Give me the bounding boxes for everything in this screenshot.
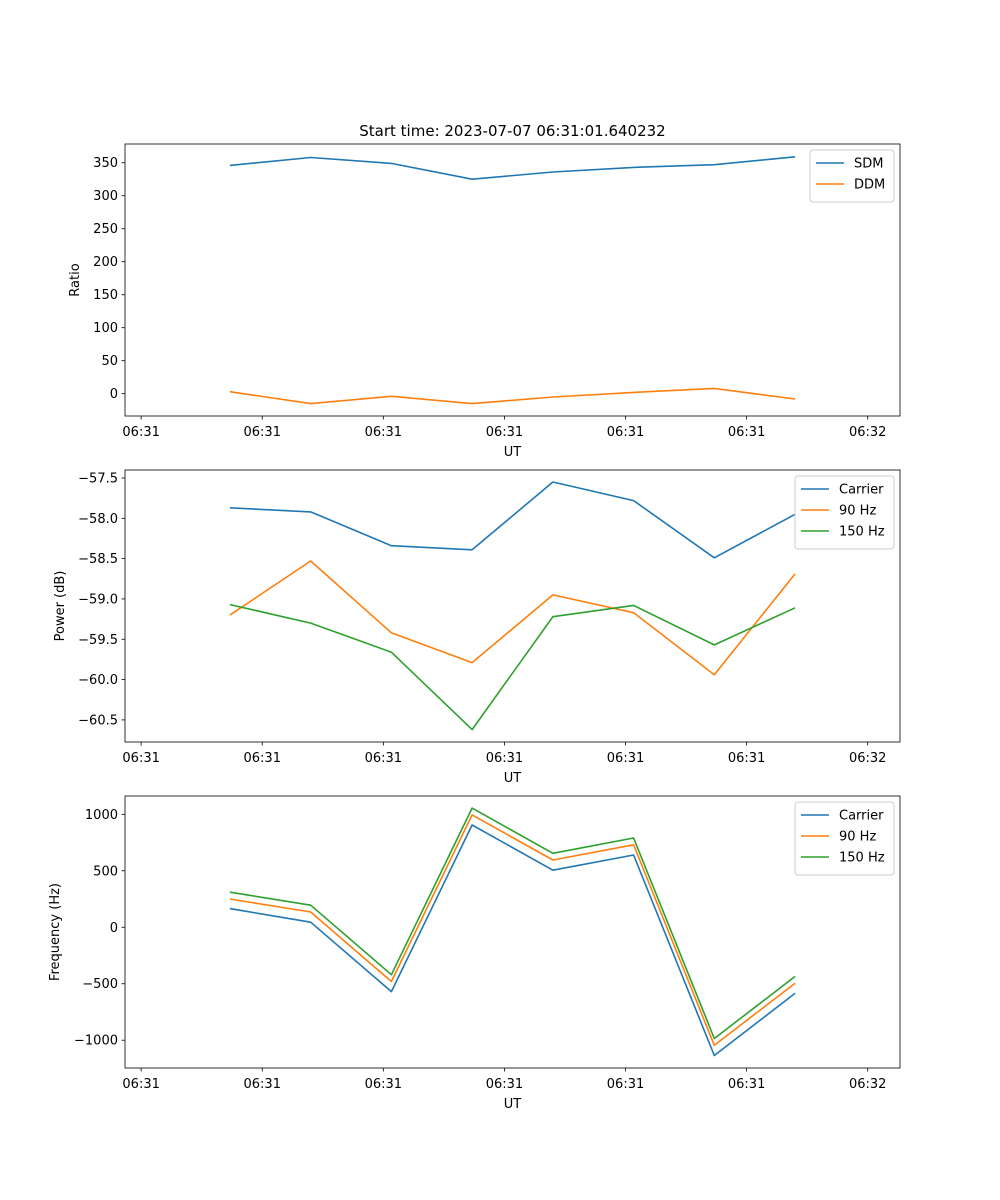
x-tick-label: 06:31 xyxy=(486,1077,523,1092)
x-axis-label: UT xyxy=(504,771,522,786)
legend-entry: Carrier xyxy=(839,483,884,498)
y-tick-label: 300 xyxy=(93,189,118,204)
y-tick-label: −58.5 xyxy=(78,552,118,567)
y-tick-label: 100 xyxy=(93,321,118,336)
y-axis-label: Ratio xyxy=(68,263,83,296)
panel-ratio: Start time: 2023-07-07 06:31:01.640232 U… xyxy=(68,122,901,460)
y-tick-label: −500 xyxy=(82,977,118,992)
y-tick-label: 350 xyxy=(93,156,118,171)
plot-area-frame xyxy=(124,143,901,417)
x-tick-label: 06:32 xyxy=(849,425,886,440)
y-tick-label: −1000 xyxy=(74,1034,118,1049)
y-tick-label: 250 xyxy=(93,222,118,237)
x-tick-label: 06:32 xyxy=(849,751,886,766)
y-tick-label: −60.0 xyxy=(78,673,118,688)
y-tick-label: 50 xyxy=(101,354,118,369)
panel-frequency: UT Frequency (Hz) 06:31 06:31 06:31 06:31 06… xyxy=(48,795,901,1112)
y-tick-label: −57.5 xyxy=(78,471,118,486)
x-tick-label: 06:31 xyxy=(607,751,644,766)
series-line-carrier xyxy=(229,824,796,1057)
legend-entry: DDM xyxy=(854,178,885,193)
x-tick-label: 06:31 xyxy=(365,751,402,766)
y-tick-label: 150 xyxy=(93,288,118,303)
series-line-150-hz xyxy=(229,603,796,731)
panel-power: UT Power (dB) 06:31 06:31 06:31 06:31 06:31 0… xyxy=(53,469,901,786)
legend-entry: 90 Hz xyxy=(839,830,876,845)
x-tick-label: 06:31 xyxy=(122,425,159,440)
y-tick-label: 200 xyxy=(93,255,118,270)
x-tick-label: 06:31 xyxy=(486,425,523,440)
x-tick-label: 06:32 xyxy=(849,1077,886,1092)
y-axis-label: Frequency (Hz) xyxy=(48,883,63,981)
legend: Carrier 90 Hz 150 Hz xyxy=(794,801,895,876)
x-axis-label: UT xyxy=(504,1097,522,1112)
y-tick-label: −60.5 xyxy=(78,713,118,728)
legend: SDM DDM xyxy=(809,149,895,203)
legend: Carrier 90 Hz 150 Hz xyxy=(794,475,895,550)
legend-entry: 150 Hz xyxy=(839,851,885,866)
legend-entry: Carrier xyxy=(839,809,884,824)
plot-area-frame xyxy=(124,469,901,743)
x-tick-label: 06:31 xyxy=(244,1077,281,1092)
legend-entry: 90 Hz xyxy=(839,504,876,519)
series-line-sdm xyxy=(229,156,796,180)
x-tick-label: 06:31 xyxy=(365,1077,402,1092)
legend-entry: SDM xyxy=(854,157,883,172)
y-tick-label: 0 xyxy=(110,921,118,936)
series-line-90-hz xyxy=(229,814,796,1047)
chart-title: Start time: 2023-07-07 06:31:01.640232 xyxy=(359,122,665,140)
series-line-ddm xyxy=(229,387,796,405)
x-tick-label: 06:31 xyxy=(122,1077,159,1092)
plot-area-frame xyxy=(124,795,901,1069)
y-tick-label: −58.0 xyxy=(78,512,118,527)
x-tick-label: 06:31 xyxy=(607,425,644,440)
y-tick-label: −59.0 xyxy=(78,592,118,607)
series-line-90-hz xyxy=(229,560,796,676)
x-tick-label: 06:31 xyxy=(244,425,281,440)
x-tick-label: 06:31 xyxy=(244,751,281,766)
x-tick-label: 06:31 xyxy=(728,1077,765,1092)
x-tick-label: 06:31 xyxy=(486,751,523,766)
x-tick-label: 06:31 xyxy=(607,1077,644,1092)
x-tick-label: 06:31 xyxy=(728,425,765,440)
legend-entry: 150 Hz xyxy=(839,525,885,540)
y-tick-label: 0 xyxy=(110,387,118,402)
x-tick-label: 06:31 xyxy=(728,751,765,766)
x-axis-label: UT xyxy=(504,445,522,460)
series-line-150-hz xyxy=(229,807,796,1040)
x-tick-label: 06:31 xyxy=(122,751,159,766)
y-axis-label: Power (dB) xyxy=(53,571,68,642)
x-tick-label: 06:31 xyxy=(365,425,402,440)
y-tick-label: 1000 xyxy=(85,808,118,823)
y-tick-label: −59.5 xyxy=(78,633,118,648)
y-tick-label: 500 xyxy=(93,864,118,879)
series-line-carrier xyxy=(229,481,796,559)
